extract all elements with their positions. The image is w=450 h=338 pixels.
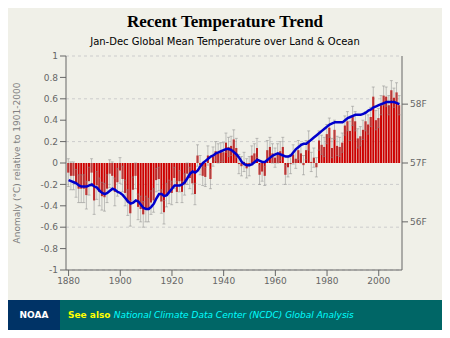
svg-text:1960: 1960 <box>264 276 287 286</box>
html-text:NOAA: NOAA <box>19 310 49 320</box>
svg-text:1900: 1900 <box>109 276 132 286</box>
svg-text:-0.6: -0.6 <box>40 222 58 232</box>
svg-text:1880: 1880 <box>57 276 80 286</box>
html-text:Recent Temperature Trend: Recent Temperature Trend <box>126 12 324 31</box>
svg-text:0.2: 0.2 <box>44 137 58 147</box>
svg-text:2000: 2000 <box>367 276 390 286</box>
html-text:Jan-Dec Global Mean Temperatur: Jan-Dec Global Mean Temperature over Lan… <box>90 36 360 47</box>
html-text:See also National Climate Data: See also National Climate Data Center (N… <box>68 310 354 320</box>
svg-text:1940: 1940 <box>212 276 235 286</box>
svg-text:57F: 57F <box>410 158 427 168</box>
svg-text:0: 0 <box>52 158 58 168</box>
svg-text:-0.2: -0.2 <box>40 180 58 190</box>
svg-text:0.8: 0.8 <box>44 73 59 83</box>
svg-text:-0.8: -0.8 <box>40 244 58 254</box>
svg-text:Anomaly (°C) relative to 1901-: Anomaly (°C) relative to 1901-2000 <box>12 82 22 243</box>
svg-text:0.6: 0.6 <box>44 94 59 104</box>
svg-text:1: 1 <box>52 51 58 61</box>
svg-text:58F: 58F <box>410 99 427 109</box>
svg-text:0.4: 0.4 <box>44 115 59 125</box>
svg-text:-0.4: -0.4 <box>40 201 58 211</box>
svg-text:-1: -1 <box>49 265 58 275</box>
svg-text:1980: 1980 <box>316 276 339 286</box>
svg-text:56F: 56F <box>410 217 427 227</box>
svg-text:1920: 1920 <box>161 276 184 286</box>
